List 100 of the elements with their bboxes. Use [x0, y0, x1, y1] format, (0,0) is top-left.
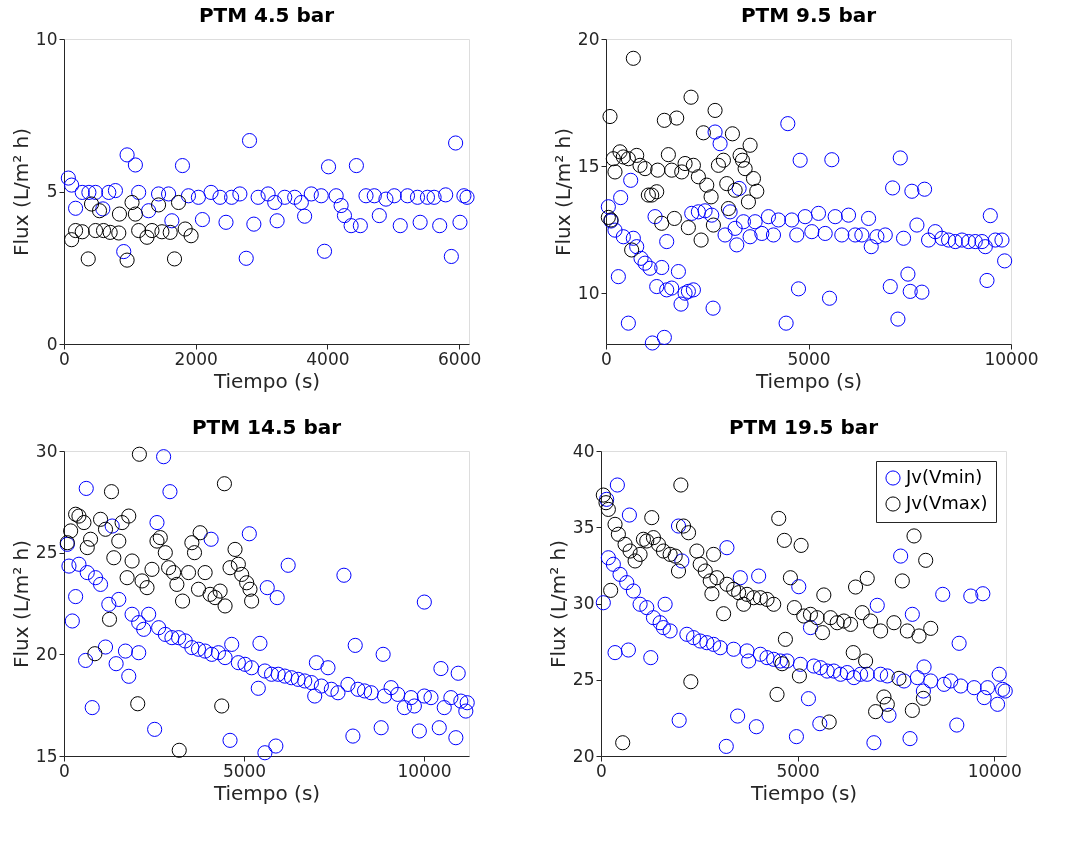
chart-title: PTM 4.5 bar — [198, 3, 335, 27]
x-tick-label: 5000 — [222, 760, 267, 781]
point — [74, 224, 90, 240]
point — [174, 593, 191, 609]
x-tick-label: 6000 — [437, 348, 482, 369]
point — [216, 476, 232, 492]
point — [124, 194, 140, 211]
point — [719, 176, 735, 192]
point — [95, 222, 112, 239]
point — [111, 206, 128, 222]
y-tick-label: 25 — [35, 542, 58, 563]
x-tick-label: 5000 — [776, 760, 820, 781]
point — [749, 183, 765, 199]
y-tick-label: 10 — [577, 282, 600, 303]
point — [690, 169, 706, 185]
point — [740, 194, 757, 210]
point — [103, 484, 120, 500]
point — [166, 565, 182, 581]
point — [150, 197, 167, 213]
point — [91, 203, 108, 219]
point — [720, 200, 736, 217]
point — [183, 228, 199, 244]
point — [190, 581, 207, 597]
point — [106, 550, 122, 566]
y-tick-label: 20 — [577, 28, 600, 49]
y-axis-title: Flux (L/m² h) — [8, 128, 33, 256]
y-tick-label: 40 — [572, 440, 595, 461]
point — [121, 508, 137, 524]
point — [134, 573, 150, 589]
point — [124, 553, 140, 569]
x-tick-label: 4000 — [306, 348, 350, 369]
point — [222, 560, 238, 576]
point — [68, 222, 84, 239]
point — [637, 161, 653, 177]
point — [705, 217, 721, 233]
x-axis-title: Tiempo (s) — [212, 780, 321, 805]
point — [685, 157, 701, 173]
point — [180, 565, 197, 581]
point — [102, 224, 118, 240]
point — [644, 187, 660, 203]
point — [683, 89, 699, 105]
point — [244, 593, 260, 609]
point — [724, 126, 741, 142]
point — [139, 229, 155, 245]
y-tick-label: 30 — [572, 593, 595, 613]
point — [157, 545, 173, 561]
point — [97, 521, 114, 537]
point — [710, 157, 726, 173]
point — [707, 102, 723, 118]
point — [737, 161, 753, 177]
point — [669, 110, 685, 126]
point — [131, 222, 147, 239]
point — [650, 162, 666, 178]
point — [674, 164, 690, 180]
point — [214, 698, 230, 714]
point — [63, 523, 79, 539]
y-tick-label: 15 — [35, 745, 58, 766]
point — [624, 242, 640, 258]
x-tick-label: 10000 — [397, 760, 452, 781]
point — [732, 147, 748, 163]
point — [139, 580, 155, 596]
point — [186, 545, 203, 561]
y-tick-label: 0 — [46, 333, 58, 354]
point — [656, 112, 672, 128]
y-axis-title: Flux (L/m² h) — [550, 128, 575, 256]
point — [64, 232, 80, 248]
chart-title: PTM 19.5 bar — [728, 415, 879, 439]
x-axis-title: Tiempo (s) — [212, 368, 321, 393]
point — [184, 535, 200, 551]
point — [202, 586, 218, 602]
x-tick-label: 2000 — [174, 348, 218, 369]
point — [727, 182, 743, 198]
point — [625, 50, 641, 66]
point — [76, 515, 92, 531]
chart-title: PTM 14.5 bar — [191, 415, 342, 439]
point — [649, 184, 665, 200]
y-tick-label: 15 — [577, 155, 600, 176]
point — [166, 251, 183, 267]
point — [629, 147, 645, 163]
point — [119, 252, 135, 268]
point — [131, 446, 147, 462]
point — [111, 533, 127, 549]
point — [693, 232, 709, 248]
point — [144, 561, 160, 577]
point — [114, 515, 130, 531]
point — [715, 152, 731, 168]
point — [130, 696, 146, 712]
point — [144, 222, 160, 239]
point — [664, 162, 680, 178]
point — [660, 147, 676, 163]
point — [170, 194, 187, 211]
point — [742, 137, 758, 153]
point — [234, 566, 250, 582]
point — [666, 210, 682, 226]
point — [734, 152, 751, 168]
legend-label: Jv(Vmax) — [905, 492, 988, 513]
x-tick-label: 10000 — [984, 348, 1039, 369]
x-axis-title: Tiempo (s) — [749, 780, 858, 805]
point — [212, 583, 228, 599]
point — [161, 560, 177, 576]
